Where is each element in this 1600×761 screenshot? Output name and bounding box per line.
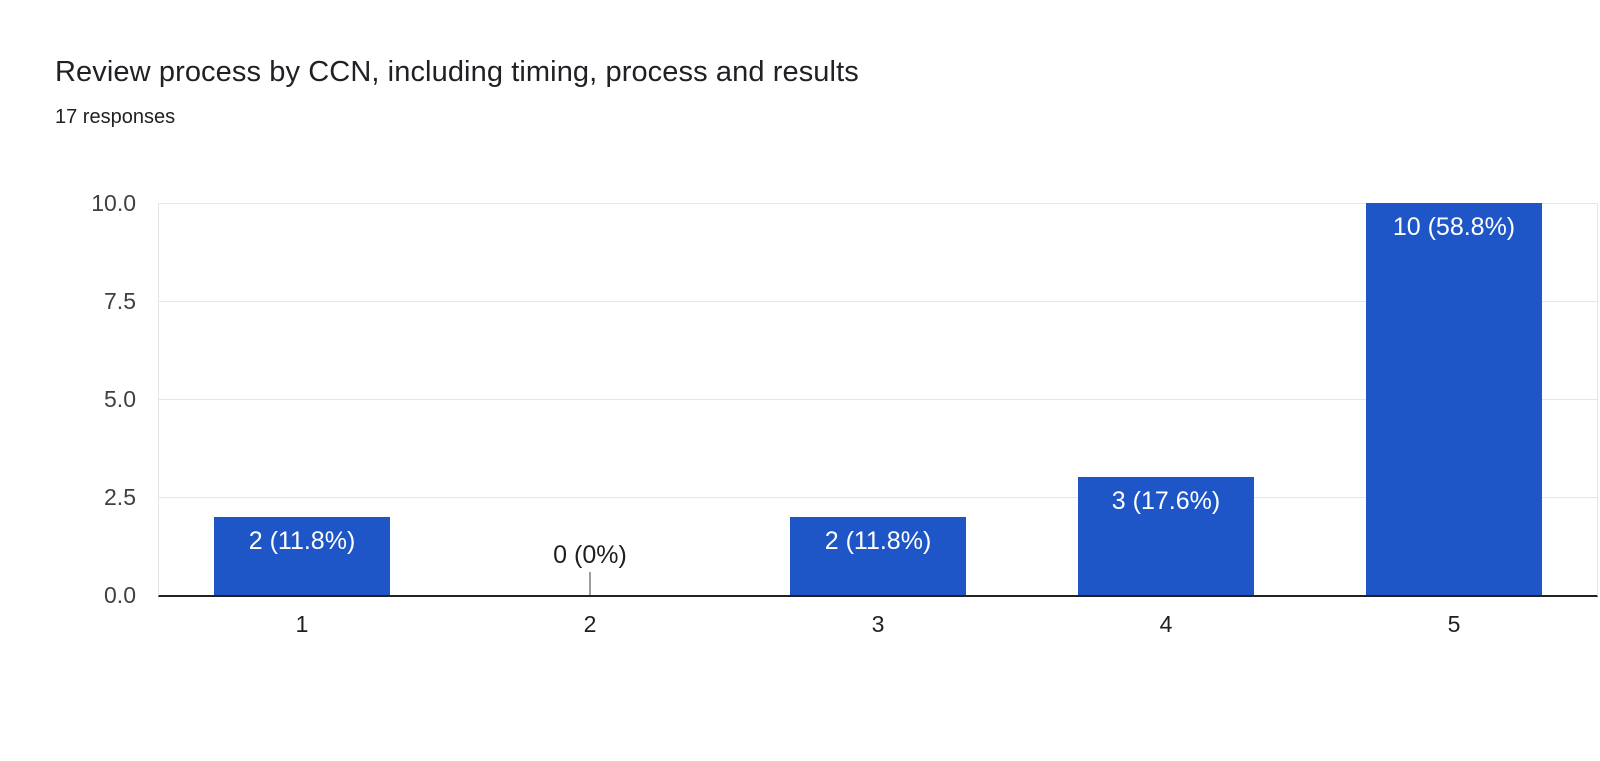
bar-value-label: 2 (11.8%)	[824, 527, 932, 555]
x-axis-category-label: 1	[295, 611, 309, 637]
x-axis-category-label: 4	[1159, 611, 1173, 637]
y-axis-tick-label: 10.0	[91, 190, 136, 216]
gridline	[158, 301, 1598, 302]
zero-value-label: 0 (0%)	[553, 541, 627, 569]
y-axis-tick-label: 2.5	[104, 484, 136, 510]
bar-value-label: 10 (58.8%)	[1392, 213, 1516, 241]
bar[interactable]	[1078, 477, 1254, 595]
zero-tick-stem	[589, 572, 591, 595]
bar-chart-plot-area: 2 (11.8%) 0 (0%) 2 (11.8%) 3 (17.6%) 10 (58.…	[158, 203, 1598, 597]
x-axis-category-label: 2	[583, 611, 597, 637]
bar-value-label: 2 (11.8%)	[248, 527, 356, 555]
x-axis-category-label: 5	[1447, 611, 1461, 637]
bar[interactable]	[214, 517, 390, 595]
response-count: 17 responses	[55, 106, 176, 128]
gridline	[158, 399, 1598, 400]
bar[interactable]	[1366, 203, 1542, 595]
bar[interactable]	[790, 517, 966, 595]
x-axis-category-label: 3	[871, 611, 885, 637]
y-axis-tick-label: 5.0	[104, 386, 136, 412]
bar-value-label: 3 (17.6%)	[1111, 487, 1221, 515]
gridline	[158, 497, 1598, 498]
y-axis-tick-label: 0.0	[104, 582, 136, 608]
chart-title: Review process by CCN, including timing,…	[55, 56, 859, 88]
y-axis-tick-label: 7.5	[104, 288, 136, 314]
plot-frame	[158, 203, 1598, 597]
